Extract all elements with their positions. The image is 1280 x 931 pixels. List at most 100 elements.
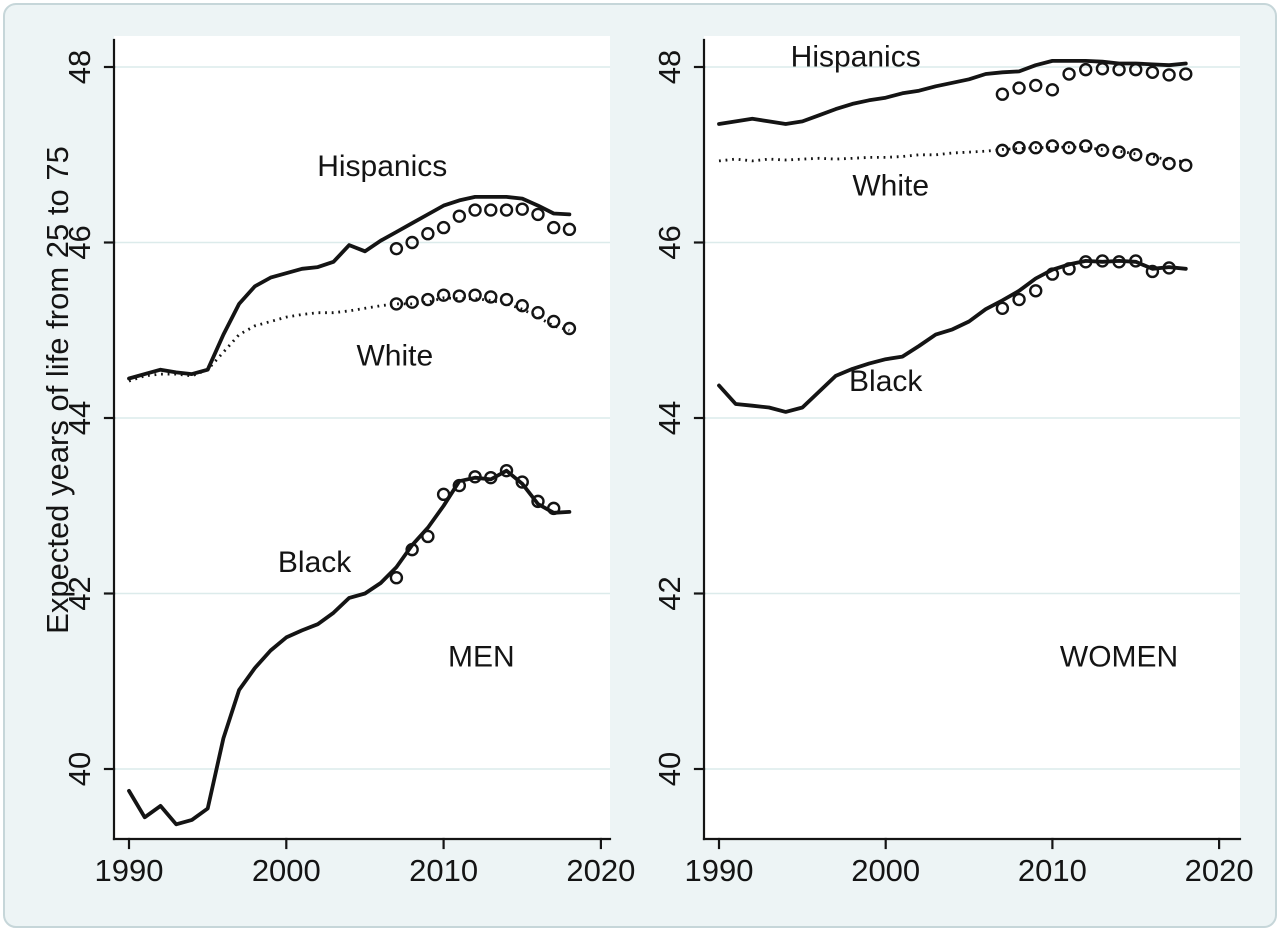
series-hispanic-line-women: [717, 59, 1188, 126]
marker-circle-hispanics: [1112, 62, 1126, 77]
marker-circle-hispanics: [468, 203, 482, 217]
marker-circle-hispanics: [531, 207, 545, 222]
marker-circle-white: [1029, 141, 1043, 155]
marker-circle-white: [452, 289, 467, 303]
y-tick-label-44: 44: [652, 401, 687, 435]
x-tick-label-1990: 1990: [95, 853, 164, 888]
series-white-markers-women: [995, 139, 1193, 172]
marker-circle-black: [1112, 255, 1126, 269]
marker-circle-white: [547, 314, 561, 329]
y-tick-label-48: 48: [62, 50, 97, 84]
marker-circle-hispanics: [1095, 62, 1110, 76]
marker-circle-hispanics: [1179, 67, 1193, 81]
panel-women: 40 42 44 46 48 1990 2000 2010 2020 Hispanics White…: [652, 36, 1254, 888]
marker-circle-black: [468, 470, 482, 484]
marker-circle-white: [1162, 156, 1176, 171]
marker-circle-hispanics: [389, 241, 404, 256]
marker-circle-hispanics: [1162, 68, 1176, 82]
marker-circle-black: [1129, 254, 1143, 268]
panel-men: 40 42 44 46 48 1990 2000 2010 2020 Hispanics White…: [62, 36, 635, 888]
x-tick-label-2000: 2000: [252, 853, 321, 888]
panel-title-women: WOMEN: [1060, 641, 1178, 674]
marker-circle-black: [405, 542, 419, 557]
y-tick-label-40: 40: [62, 752, 97, 786]
y-tick-label-46: 46: [62, 225, 97, 259]
marker-circle-hispanics: [452, 209, 467, 223]
annotation-black-men: Black: [278, 546, 352, 579]
x-tick-label-2010: 2010: [409, 853, 478, 888]
marker-circle-black: [547, 501, 561, 516]
marker-circle-black: [484, 470, 498, 485]
series-black-markers-men: [389, 463, 561, 585]
y-tick-label-44: 44: [62, 401, 97, 435]
marker-circle-white: [995, 143, 1010, 158]
marker-circle-hispanics: [436, 220, 451, 235]
marker-circle-white: [421, 292, 435, 307]
series-white-markers-men: [389, 288, 577, 336]
marker-circle-black: [1079, 255, 1093, 269]
marker-circle-white: [1062, 141, 1076, 155]
marker-circle-black: [389, 571, 404, 585]
y-tick-label-48: 48: [652, 50, 687, 84]
marker-circle-white: [468, 288, 482, 302]
y-tick-label-42: 42: [652, 576, 687, 610]
marker-circle-white: [1179, 158, 1193, 172]
marker-circle-black: [1162, 261, 1176, 275]
marker-circle-hispanics: [405, 235, 419, 250]
marker-circle-white: [1112, 145, 1126, 159]
series-hispanic-markers-men: [389, 202, 577, 256]
marker-circle-black: [1095, 254, 1110, 268]
annotation-hispanics-women: Hispanics: [791, 40, 921, 73]
marker-circle-black: [436, 487, 451, 502]
marker-circle-white: [562, 321, 577, 336]
marker-circle-white: [1045, 139, 1060, 153]
marker-circle-hispanics: [421, 227, 435, 241]
x-tick-label-2000: 2000: [851, 853, 920, 888]
marker-circle-white: [1012, 141, 1026, 155]
panel-title-men: MEN: [448, 641, 515, 674]
marker-circle-black: [1145, 264, 1160, 279]
x-tick-label-1990: 1990: [685, 853, 754, 888]
marker-circle-white: [515, 298, 529, 313]
annotation-white-women: White: [852, 169, 929, 202]
marker-circle-white: [389, 297, 404, 311]
y-tick-label-40: 40: [652, 752, 687, 786]
y-tick-label-42: 42: [62, 576, 97, 610]
marker-circle-white: [531, 306, 545, 320]
marker-circle-hispanics: [1029, 78, 1043, 93]
marker-circle-black: [1045, 267, 1060, 281]
series-hispanic-line-men: [127, 194, 572, 381]
marker-circle-black: [531, 494, 545, 509]
x-tick-label-2020: 2020: [1185, 853, 1254, 888]
marker-circle-hispanics: [1062, 67, 1076, 81]
marker-circle-white: [1079, 139, 1093, 153]
marker-circle-hispanics: [1079, 62, 1093, 77]
marker-circle-white: [484, 290, 498, 304]
annotation-black-women: Black: [849, 365, 923, 398]
marker-circle-hispanics: [499, 203, 514, 217]
series-hispanic-markers-women: [995, 62, 1193, 101]
series-white-line-men: [128, 296, 570, 383]
marker-circle-hispanics: [1129, 62, 1143, 77]
marker-circle-hispanics: [562, 222, 577, 237]
marker-circle-hispanics: [995, 87, 1010, 101]
marker-circle-white: [1129, 148, 1143, 162]
y-axis-title: Expected years of life from 25 to 75: [40, 146, 75, 634]
marker-circle-hispanics: [1045, 83, 1060, 97]
marker-circle-black: [452, 478, 467, 493]
marker-circle-white: [405, 295, 419, 309]
marker-circle-hispanics: [1145, 65, 1160, 79]
series-black-markers-women: [995, 254, 1176, 316]
marker-circle-black: [421, 529, 435, 544]
x-tick-label-2020: 2020: [566, 853, 635, 888]
y-tick-label-46: 46: [652, 225, 687, 259]
plot-area-women: [704, 36, 1240, 839]
marker-circle-black: [515, 475, 529, 489]
marker-circle-white: [1095, 143, 1110, 158]
plot-area-men: [114, 36, 610, 839]
marker-circle-white: [499, 292, 514, 307]
marker-circle-black: [499, 463, 514, 478]
marker-circle-hispanics: [484, 203, 498, 217]
